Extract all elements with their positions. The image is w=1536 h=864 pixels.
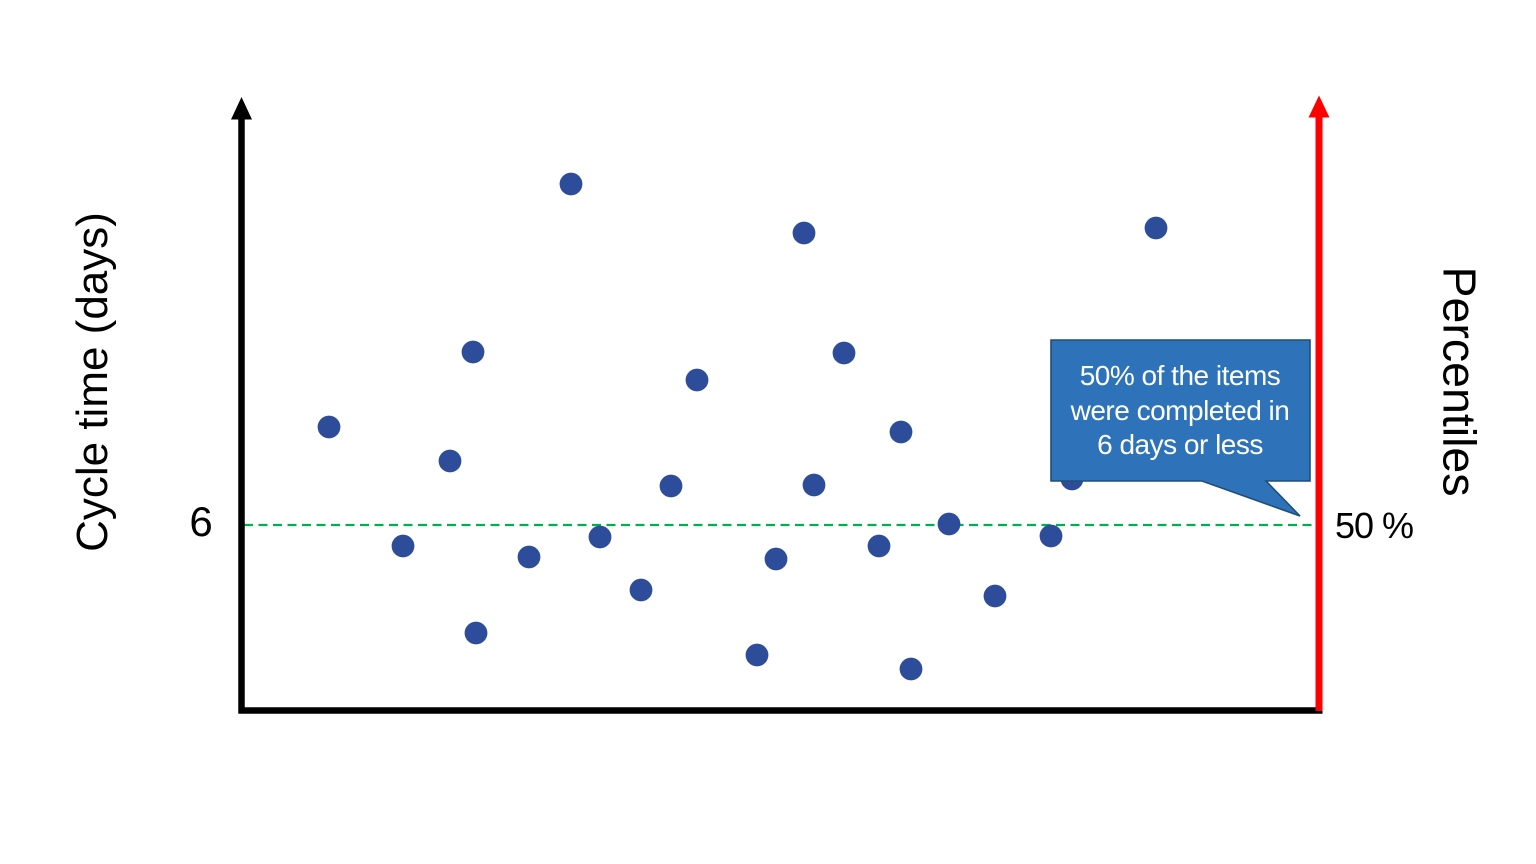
svg-text:6: 6 xyxy=(189,498,212,545)
svg-text:50 %: 50 % xyxy=(1335,505,1413,546)
svg-text:50% of the items: 50% of the items xyxy=(1080,360,1281,391)
svg-text:6 days or less: 6 days or less xyxy=(1097,429,1263,460)
svg-text:Percentiles: Percentiles xyxy=(1434,266,1486,496)
svg-text:were completed in: were completed in xyxy=(1070,395,1290,426)
svg-text:Cycle time (days): Cycle time (days) xyxy=(68,212,117,552)
